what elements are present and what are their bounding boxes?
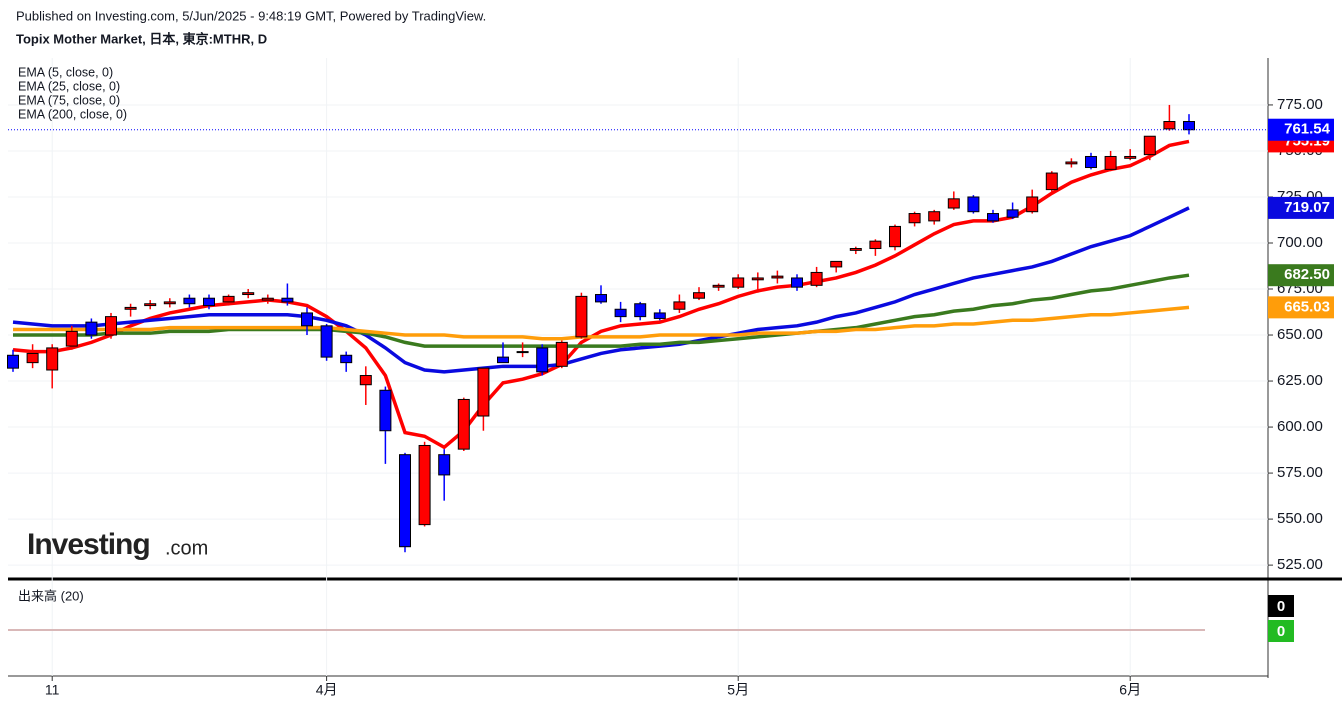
candle-body	[85, 321, 98, 336]
candle-body	[595, 294, 607, 303]
candle-body	[457, 398, 470, 450]
candle-body	[693, 292, 705, 299]
volume-tag	[1268, 595, 1294, 617]
candle-body	[947, 198, 960, 209]
price-tag-label: 665.03	[1284, 298, 1330, 315]
candle-body	[967, 196, 980, 213]
candle-body	[26, 352, 39, 364]
price-tag	[1268, 264, 1334, 287]
y-tick-label: 650.00	[1277, 326, 1323, 343]
x-tick-label: 11	[45, 682, 60, 698]
candle-body	[869, 240, 882, 250]
candle-body	[65, 330, 78, 347]
candle-body	[379, 389, 392, 432]
candle-body	[1065, 161, 1078, 165]
candle-body	[751, 277, 764, 281]
ema-line	[13, 273, 1190, 348]
x-tick-label: 5月	[727, 682, 749, 698]
candle-body	[242, 292, 255, 296]
published-note: Published on Investing.com, 5/Jun/2025 -…	[16, 8, 486, 23]
logo-suffix: .com	[165, 537, 208, 559]
y-tick-label: 625.00	[1277, 372, 1323, 389]
candle-body	[183, 297, 196, 305]
ema-line	[12, 206, 1190, 374]
candle-body	[928, 211, 941, 222]
price-tag	[1268, 196, 1334, 219]
candle-body	[1045, 172, 1058, 191]
candle-body	[1085, 155, 1097, 169]
candle-body	[222, 295, 235, 303]
candle-body	[849, 248, 862, 251]
candle-body	[732, 277, 745, 288]
volume-label: 0	[1277, 623, 1285, 640]
price-tag-label: 719.07	[1284, 199, 1330, 216]
price-tag-label: 761.54	[1284, 121, 1331, 138]
y-tick-label: 525.00	[1277, 556, 1323, 573]
candle-body	[810, 271, 823, 286]
candle-body	[7, 354, 19, 369]
price-tag-label: 682.50	[1284, 266, 1330, 283]
candle-body	[105, 316, 117, 336]
y-tick-label: 700.00	[1277, 234, 1323, 251]
instrument-title: Topix Mother Market, 日本, 東京:MTHR, D	[16, 31, 267, 46]
candle-body	[712, 284, 725, 288]
candle-body	[261, 297, 274, 301]
ema-line	[13, 305, 1190, 341]
candle-body	[536, 347, 549, 373]
candle-body	[908, 213, 921, 224]
candle-body	[1104, 155, 1117, 170]
candle-body	[575, 295, 588, 338]
legend-entry: EMA (5, close, 0)	[18, 65, 113, 79]
volume-title: 出来高 (20)	[18, 588, 84, 603]
candle-body	[987, 213, 999, 222]
candle-body	[634, 303, 647, 318]
x-tick-label: 6月	[1119, 682, 1141, 698]
price-tag	[1268, 296, 1334, 319]
candle-body	[653, 312, 666, 319]
plot-area: 525.00550.00575.00600.00625.00650.00675.…	[7, 58, 1323, 698]
candle-body	[301, 312, 313, 327]
candle-body	[320, 325, 333, 358]
candle-body	[477, 367, 490, 417]
y-tick-label: 550.00	[1277, 510, 1323, 527]
candle-body	[359, 375, 372, 386]
candle-body	[281, 297, 294, 303]
candle-body	[889, 225, 901, 248]
price-tag	[1268, 118, 1334, 141]
volume-tag	[1268, 620, 1294, 642]
logo-brand: Investing	[27, 528, 150, 561]
legend-entry: EMA (25, close, 0)	[18, 79, 120, 93]
candle-body	[516, 351, 529, 354]
volume-label: 0	[1277, 598, 1285, 615]
legend-entry: EMA (200, close, 0)	[18, 107, 127, 121]
candle-body	[438, 454, 451, 476]
candle-body	[163, 301, 176, 305]
candle-body	[673, 301, 686, 310]
y-tick-label: 775.00	[1277, 96, 1323, 113]
candle-body	[830, 260, 843, 268]
candle-body	[555, 341, 568, 367]
candle-body	[1183, 121, 1195, 131]
candle-body	[614, 308, 627, 318]
candle-body	[497, 356, 509, 364]
legend-entry: EMA (75, close, 0)	[18, 93, 120, 107]
candle-body	[1026, 196, 1039, 213]
candle-body	[771, 275, 784, 279]
y-tick-label: 600.00	[1277, 418, 1323, 435]
candle-body	[1006, 209, 1019, 218]
candle-body	[340, 354, 353, 364]
candle-body	[418, 444, 431, 526]
candle-body	[1143, 135, 1156, 156]
x-tick-label: 4月	[316, 682, 338, 698]
candle-body	[144, 303, 157, 307]
candle-body	[1124, 155, 1137, 159]
candle-body	[46, 347, 59, 371]
candle-body	[1163, 121, 1176, 130]
candle-body	[791, 277, 803, 288]
y-tick-label: 575.00	[1277, 464, 1323, 481]
candle-body	[203, 297, 215, 307]
candle-body	[399, 454, 411, 548]
candle-body	[124, 306, 137, 310]
